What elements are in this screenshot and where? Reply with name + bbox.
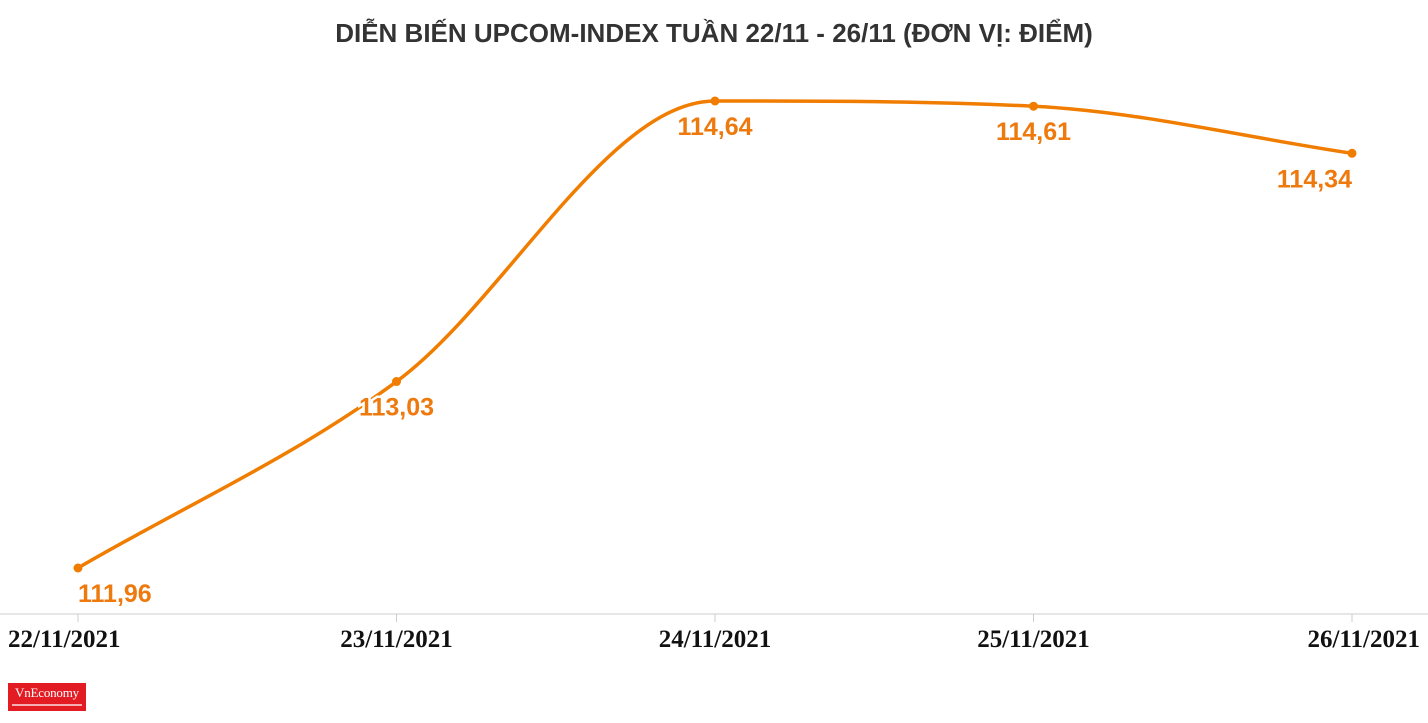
data-label: 113,03	[359, 394, 434, 422]
data-label: 114,61	[996, 118, 1071, 146]
data-points	[73, 96, 1357, 573]
chart-title: DIỄN BIẾN UPCOM-INDEX TUẦN 22/11 - 26/11…	[335, 18, 1093, 48]
logo-stripe	[12, 704, 82, 706]
logo-text: VnEconomy	[15, 685, 79, 700]
data-point	[1347, 148, 1357, 158]
vneconomy-logo: VnEconomy	[8, 683, 86, 711]
x-tick-label: 25/11/2021	[977, 626, 1090, 653]
series-line-group	[76, 99, 1354, 570]
data-label: 114,64	[677, 113, 752, 141]
x-tick-label: 26/11/2021	[1307, 626, 1420, 653]
data-label: 111,96	[78, 580, 152, 608]
x-tick-label: 22/11/2021	[8, 626, 121, 653]
series-line	[76, 99, 1354, 570]
x-tick-label: 23/11/2021	[340, 626, 453, 653]
data-point	[73, 563, 83, 573]
x-tick-labels: 22/11/2021 23/11/2021 24/11/2021 25/11/2021…	[8, 626, 1420, 653]
data-labels: 111,96 113,03 114,64 114,61 114,34	[76, 111, 1355, 611]
data-point	[392, 377, 401, 387]
data-point	[710, 96, 720, 106]
x-axis	[0, 613, 1428, 622]
data-point	[1029, 101, 1038, 111]
x-tick-label: 24/11/2021	[659, 626, 772, 653]
data-label: 114,34	[1277, 165, 1352, 193]
